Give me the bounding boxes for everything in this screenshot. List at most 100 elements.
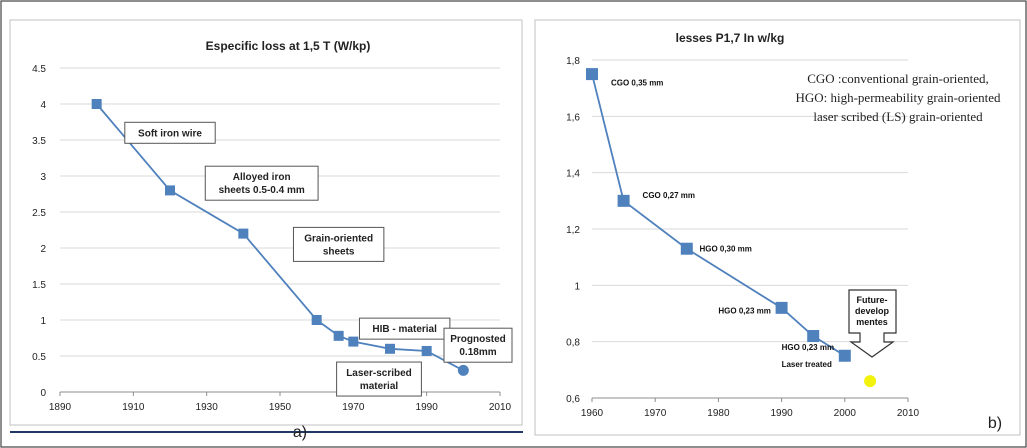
left-chart-frame bbox=[9, 19, 523, 426]
right-point-label: HGO 0,23 mm bbox=[782, 343, 834, 352]
left-annotation-text: Prognosted bbox=[450, 334, 506, 345]
left-annotation-box bbox=[292, 226, 385, 262]
future-arrow-label: mentes bbox=[856, 317, 888, 327]
right-point-label: HGO 0,23 mm bbox=[718, 307, 770, 316]
left-annotation: Prognosted 0.18mm bbox=[443, 327, 513, 363]
right-x-tick-label: 2010 bbox=[897, 408, 920, 419]
left-data-point bbox=[457, 364, 469, 376]
left-y-tick-label: 1.5 bbox=[32, 280, 46, 291]
left-x-tick-label: 1910 bbox=[122, 402, 145, 413]
legend-line: CGO :conventional grain-oriented, bbox=[807, 71, 989, 86]
left-x-tick-label: 1970 bbox=[342, 402, 365, 413]
left-data-point bbox=[238, 228, 249, 239]
left-gridlines bbox=[60, 67, 500, 357]
left-annotation-text: Grain-oriented bbox=[304, 233, 373, 244]
right-point-label: HGO 0,30 mm bbox=[699, 245, 751, 254]
right-legend-text: CGO :conventional grain-oriented, HGO: hi… bbox=[795, 71, 1001, 124]
right-gridlines bbox=[592, 59, 908, 343]
right-data-point bbox=[586, 68, 598, 81]
left-data-point bbox=[385, 343, 395, 354]
right-x-tick-label: 1980 bbox=[707, 408, 730, 419]
right-point-label: CGO 0,27 mm bbox=[643, 191, 695, 200]
right-point-labels: CGO 0,35 mm CGO 0,27 mm HGO 0,30 mm HGO 0,2… bbox=[611, 78, 834, 369]
left-annotation: Laser-scribed material bbox=[336, 361, 422, 397]
left-annotations: Soft iron wire Alloyed iron sheets 0.5-0.4… bbox=[124, 121, 513, 397]
right-x-tick-label: 1970 bbox=[644, 408, 667, 419]
right-x-tick-labels: 1960 1970 1980 1990 2000 2010 bbox=[581, 398, 920, 419]
left-annotation-text: Alloyed iron bbox=[233, 172, 291, 183]
future-arrow-label: develop bbox=[855, 306, 890, 316]
left-y-tick-label: 0.5 bbox=[32, 352, 46, 363]
right-x-tick-label: 1960 bbox=[581, 408, 604, 419]
right-y-tick-label: 1,6 bbox=[566, 112, 580, 123]
left-y-tick-label: 4.5 bbox=[32, 64, 46, 75]
right-y-tick-labels: 0,6 0,8 1 1,2 1,4 1,6 1,8 bbox=[566, 56, 580, 405]
left-x-tick-label: 1950 bbox=[269, 402, 292, 413]
left-chart: Especific loss at 1,5 T (W/kp) 0 0.5 1 1.5 2… bbox=[9, 19, 523, 441]
future-arrow-label: Future- bbox=[857, 295, 888, 305]
right-data-point bbox=[680, 242, 693, 255]
right-chart-title: lesses P1,7 In w/kg bbox=[676, 31, 785, 45]
right-chart: lesses P1,7 In w/kg 0,60,811,21,41,61,8 … bbox=[534, 19, 1021, 436]
left-annotation-box bbox=[124, 121, 216, 144]
left-annotation-box bbox=[204, 165, 319, 201]
left-annotation: HIB - material bbox=[358, 317, 451, 340]
future-arrow-callout bbox=[848, 289, 897, 358]
left-y-tick-label: 3 bbox=[40, 172, 46, 183]
left-x-tick-label: 2010 bbox=[489, 402, 512, 413]
left-annotation-text: material bbox=[360, 381, 399, 392]
left-annotation-text: 0.18mm bbox=[459, 347, 496, 358]
left-annotation: Grain-oriented sheets bbox=[292, 226, 385, 262]
left-x-tick-labels: 1890 1910 1930 1950 1970 1990 2010 bbox=[49, 392, 512, 413]
panel-label-a: a) bbox=[293, 424, 307, 441]
left-data-point bbox=[333, 330, 344, 341]
right-data-point bbox=[807, 330, 820, 343]
left-y-tick-labels: 0 0.5 1 1.5 2 2.5 3 3.5 4 4.5 bbox=[32, 64, 46, 399]
left-x-tick-label: 1990 bbox=[416, 402, 439, 413]
left-y-tick-label: 4 bbox=[40, 100, 46, 111]
left-x-tick-label: 1890 bbox=[49, 402, 72, 413]
left-chart-title: Especific loss at 1,5 T (W/kp) bbox=[206, 39, 371, 53]
right-series bbox=[586, 68, 851, 362]
legend-line: HGO: high-permeability grain-oriented bbox=[795, 90, 1001, 105]
right-y-tick-label: 1 bbox=[574, 281, 580, 292]
right-y-tick-label: 0,6 bbox=[566, 394, 580, 405]
future-point bbox=[864, 375, 877, 388]
left-annotation-text: HIB - material bbox=[372, 324, 437, 335]
left-annotation: Soft iron wire bbox=[124, 121, 216, 144]
left-data-point bbox=[311, 315, 322, 325]
left-annotation-text: Laser-scribed bbox=[346, 368, 412, 379]
left-data-point bbox=[165, 185, 175, 196]
left-series bbox=[91, 99, 469, 376]
left-y-tick-label: 1 bbox=[40, 316, 46, 327]
left-annotation-box bbox=[336, 361, 422, 397]
right-x-tick-label: 2000 bbox=[834, 408, 857, 419]
right-point-label: Laser treated bbox=[782, 360, 832, 369]
left-y-tick-label: 0 bbox=[40, 388, 46, 399]
left-x-tick-label: 1930 bbox=[196, 402, 219, 413]
left-y-tick-label: 3.5 bbox=[32, 136, 46, 147]
left-y-tick-label: 2 bbox=[40, 244, 46, 255]
right-data-point bbox=[617, 194, 630, 207]
right-data-point bbox=[838, 349, 851, 362]
right-point-label: CGO 0,35 mm bbox=[611, 78, 663, 87]
right-y-tick-label: 1,8 bbox=[566, 56, 580, 67]
left-annotation-text: Soft iron wire bbox=[138, 128, 202, 139]
right-chart-frame bbox=[534, 19, 1021, 436]
left-y-tick-label: 2.5 bbox=[32, 208, 46, 219]
right-x-tick-label: 1990 bbox=[770, 408, 793, 419]
right-y-tick-label: 0,8 bbox=[566, 338, 580, 349]
left-annotation-text: sheets bbox=[323, 246, 355, 257]
right-y-tick-label: 1,2 bbox=[566, 225, 580, 236]
left-annotation-box bbox=[443, 327, 513, 363]
right-data-point bbox=[775, 301, 788, 314]
left-data-point bbox=[348, 336, 359, 347]
left-annotation-text: sheets 0.5-0.4 mm bbox=[219, 185, 305, 196]
right-y-tick-label: 1,4 bbox=[566, 169, 580, 180]
left-data-point bbox=[421, 345, 432, 356]
left-annotation: Alloyed iron sheets 0.5-0.4 mm bbox=[204, 165, 319, 201]
left-data-point bbox=[91, 99, 102, 109]
panel-label-b: b) bbox=[988, 415, 1002, 432]
